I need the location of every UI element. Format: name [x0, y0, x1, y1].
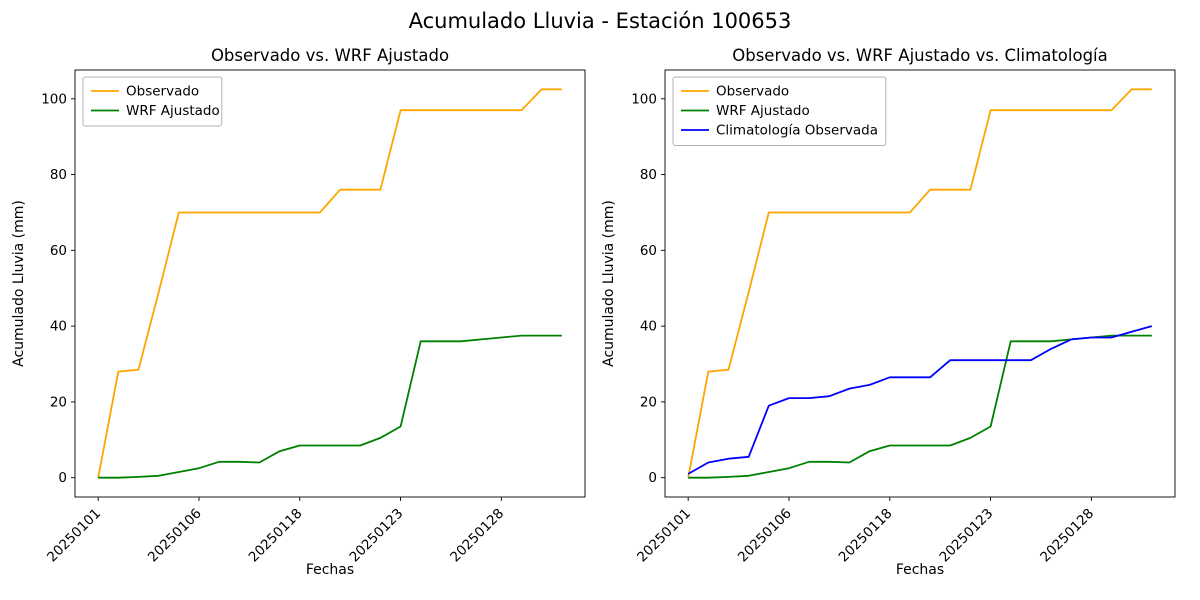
y-tick-label: 20	[50, 394, 67, 410]
y-tick-label: 60	[50, 243, 67, 259]
y-tick-label: 40	[50, 319, 67, 335]
legend-label: Observado	[126, 84, 199, 100]
y-tick-label: 40	[640, 319, 657, 335]
axes-frame	[664, 69, 1176, 498]
legend-label: Climatología Observada	[716, 123, 878, 139]
subplot-left: 0 20 40 60 80 100 20250101 20250106 20250118 2025…	[11, 46, 586, 578]
x-tick-label: 20250106	[145, 506, 205, 566]
figure-title: Acumulado Lluvia - Estación 100653	[409, 9, 792, 33]
y-tick-label: 80	[640, 167, 657, 183]
series-line-observado	[687, 88, 1152, 478]
y-axis-label: Acumulado Lluvia (mm)	[11, 200, 27, 367]
y-tick-label: 0	[58, 470, 67, 486]
x-tick-label: 20250101	[44, 506, 104, 566]
x-tick-label: 20250101	[634, 506, 694, 566]
y-tick-label: 80	[50, 167, 67, 183]
x-tick-label: 20250106	[735, 506, 795, 566]
x-tick-label: 20250118	[246, 506, 306, 566]
axes-frame	[74, 69, 586, 498]
legend-label: Observado	[716, 84, 789, 100]
x-axis-label: Fechas	[896, 562, 944, 578]
series-line-climatolog-a-observada	[687, 325, 1153, 475]
y-tick-label: 20	[640, 394, 657, 410]
series-line-wrf-ajustado	[688, 334, 1152, 479]
x-tick-label: 20250128	[1037, 506, 1097, 566]
legend-box	[672, 76, 887, 146]
subplot-title: Observado vs. WRF Ajustado	[211, 46, 449, 65]
y-tick-label: 100	[41, 91, 67, 107]
y-axis-label: Acumulado Lluvia (mm)	[601, 200, 617, 367]
x-tick-label: 20250123	[936, 506, 996, 566]
series-line-observado	[97, 88, 562, 478]
legend-box	[82, 76, 223, 127]
series-line-wrf-ajustado	[98, 334, 562, 479]
legend-label: WRF Ajustado	[126, 103, 220, 119]
y-tick-label: 0	[648, 470, 657, 486]
subplot-right: 0 20 40 60 80 100 20250101 20250106 20250118 2025…	[601, 46, 1176, 578]
y-tick-label: 60	[640, 243, 657, 259]
y-tick-label: 100	[631, 91, 657, 107]
x-axis-label: Fechas	[306, 562, 354, 578]
legend-label: WRF Ajustado	[716, 103, 810, 119]
subplot-title: Observado vs. WRF Ajustado vs. Climatolo…	[732, 46, 1108, 65]
x-tick-label: 20250128	[447, 506, 507, 566]
x-tick-label: 20250123	[346, 506, 406, 566]
x-tick-label: 20250118	[836, 506, 896, 566]
